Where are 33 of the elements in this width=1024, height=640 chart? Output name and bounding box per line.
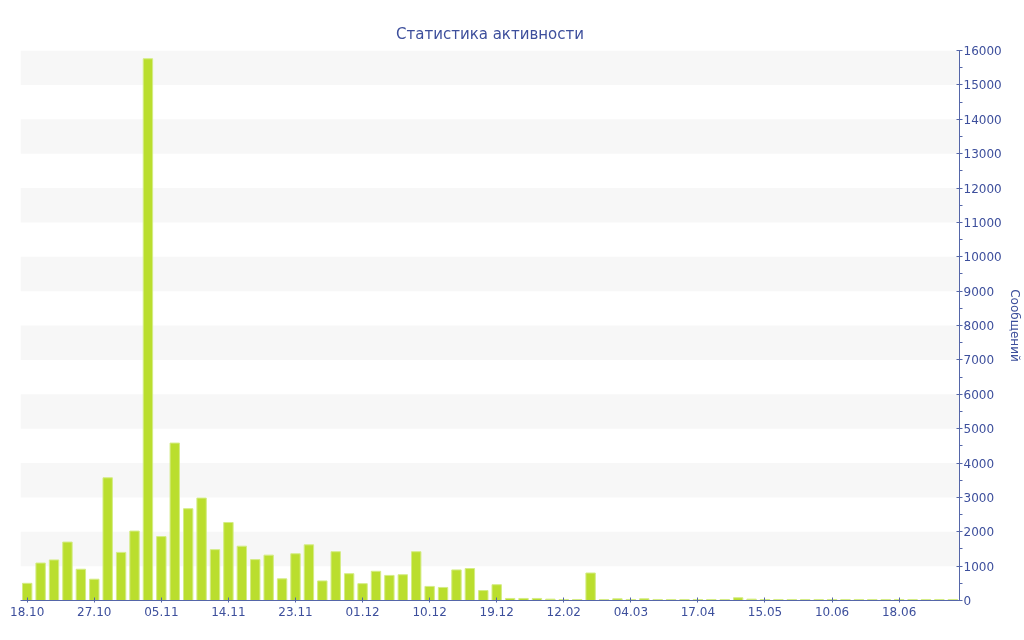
- y-tick-label: 16000: [963, 44, 1002, 58]
- y-tick-label: 2000: [963, 525, 995, 540]
- y-tick-label: 5000: [963, 422, 995, 437]
- x-tick-label: 18.10: [10, 604, 45, 619]
- x-tick-label: 17.04: [680, 604, 716, 619]
- x-tick-label: 10.06: [814, 604, 850, 619]
- y-tick-label: 9000: [963, 284, 995, 299]
- x-tick-label: 19.12: [479, 604, 514, 619]
- x-tick-label: 18.06: [881, 604, 917, 619]
- y-tick-label: 15000: [963, 78, 1002, 93]
- y-tick-label: 3000: [963, 490, 995, 505]
- y-tick-label: 7000: [963, 353, 995, 368]
- x-tick-label: 23.11: [278, 604, 313, 619]
- x-tick-label: 04.03: [613, 604, 649, 619]
- y-tick-label: 14000: [963, 112, 1002, 127]
- y-tick-label: 10000: [963, 250, 1002, 265]
- x-tick-label: 05.11: [144, 604, 179, 619]
- y-axis-title: Сообщений: [1007, 289, 1022, 362]
- y-tick-label: 13000: [963, 147, 1002, 162]
- y-tick-label: 8000: [963, 319, 995, 333]
- y-tick-label: 4000: [963, 456, 995, 471]
- x-tick-label: 12.02: [546, 604, 581, 619]
- x-tick-label: 14.11: [211, 604, 246, 619]
- y-tick-label: 6000: [963, 387, 995, 402]
- x-tick-label: 10.12: [412, 604, 447, 619]
- y-tick-label: 0: [963, 594, 972, 608]
- y-tick-label: 12000: [963, 181, 1002, 196]
- chart-title: Статистика активности: [396, 24, 584, 43]
- y-tick-label: 11000: [963, 215, 1002, 230]
- x-tick-label: 01.12: [345, 604, 380, 619]
- y-tick-label: 1000: [963, 559, 995, 574]
- x-tick-label: 27.10: [77, 604, 112, 619]
- x-tick-label: 15.05: [747, 604, 783, 619]
